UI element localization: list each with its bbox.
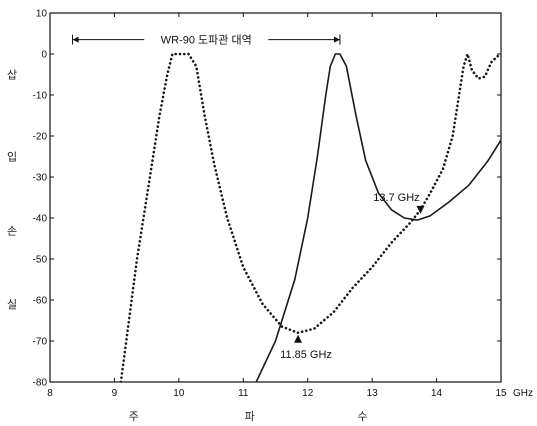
x-tick-label: 12 [302,388,314,399]
y-tick-label: -30 [33,173,48,184]
y-tick-label: -40 [33,214,48,225]
marker-low-triangle [294,334,303,343]
marker-low-label: 11.85 GHz [280,349,332,361]
y-axis-label-char: 삽 [7,69,17,82]
y-axis-label-char: 입 [7,151,17,164]
y-tick-label: -50 [33,255,48,266]
x-axis-label-char: 주 [129,410,139,423]
band-arrowhead-left [72,36,79,43]
y-tick-label: -80 [33,378,48,389]
y-axis-label-char: 손 [7,224,17,237]
x-unit-label: GHz [513,388,533,399]
x-tick-label: 9 [112,388,118,399]
band-label: WR-90 도파관 대역 [161,34,252,47]
x-tick-label: 8 [47,388,53,399]
x-axis-label-char: 파 [245,410,255,423]
marker-high-triangle [416,205,425,214]
x-tick-label: 15 [495,388,507,399]
y-tick-label: 0 [41,50,47,61]
x-tick-label: 11 [238,388,249,399]
x-tick-label: 13 [367,388,379,399]
series-lines [119,49,501,382]
y-tick-label: -20 [33,132,48,143]
y-tick-label: -60 [33,296,48,307]
plot-frame [49,12,502,383]
band-arrowhead-right [333,36,340,43]
tick-labels: 8 9 10 11 12 13 14 15 10 0 -10 -20 -30 -40 -50 -60 -70 -8… [33,9,507,400]
axes [49,12,502,383]
annotations: WR-90 도파관 대역 11.85 GHz 13.7 GHz [72,34,425,361]
y-tick-label: -10 [33,91,48,102]
y-tick-label: 10 [36,9,48,20]
x-axis-label-char: 수 [357,410,367,423]
x-tick-label: 14 [431,388,443,399]
y-tick-label: -70 [33,337,48,348]
marker-high-label: 13.7 GHz [373,192,419,204]
dotted-series-line [119,49,501,382]
x-tick-label: 10 [173,388,185,399]
y-axis-label-char: 실 [7,298,17,311]
solid-series-line [255,53,501,382]
